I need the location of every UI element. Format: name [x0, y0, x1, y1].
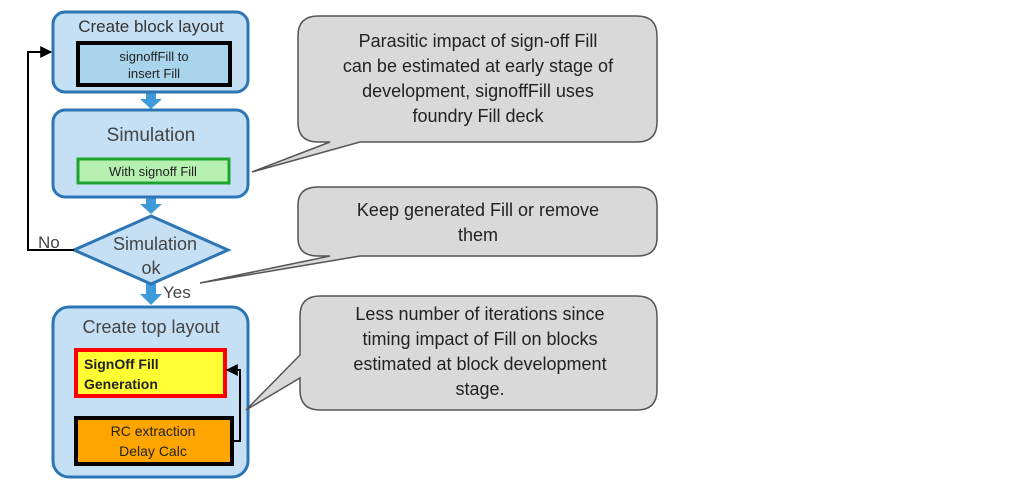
no-loop-line	[27, 46, 74, 251]
decision-line1: Simulation	[113, 234, 197, 254]
create-top-layout-box: Create top layout SignOff Fill Generatio…	[51, 305, 250, 479]
callout-parasitic: Parasitic impact of sign-off Fill can be…	[251, 15, 658, 173]
rc-extraction-line1: RC extraction	[111, 423, 196, 439]
callout-keep-line1: Keep generated Fill or remove	[357, 200, 599, 220]
simulation-title: Simulation	[107, 125, 196, 146]
callout-keep: Keep generated Fill or remove them	[199, 186, 658, 284]
callout-parasitic-line2: can be estimated at early stage of	[343, 56, 614, 76]
callout-iterations-line1: Less number of iterations since	[355, 304, 604, 324]
callout-parasitic-line3: development, signoffFill uses	[362, 81, 594, 101]
callout-parasitic-line1: Parasitic impact of sign-off Fill	[359, 31, 598, 51]
create-top-layout-title: Create top layout	[82, 317, 219, 337]
feedback-arrow	[225, 364, 241, 442]
signoff-fill-insert-line2: insert Fill	[128, 66, 180, 81]
signoff-fill-generation-box	[74, 348, 227, 398]
flow-arrow-3	[140, 283, 162, 305]
callout-parasitic-line4: foundry Fill deck	[412, 106, 544, 126]
create-block-layout-box: Create block layout signoffFill to inser…	[51, 10, 250, 94]
signoff-fill-insert-line1: signoffFill to	[119, 49, 188, 64]
rc-extraction-line2: Delay Calc	[119, 443, 187, 459]
create-block-layout-title: Create block layout	[78, 17, 224, 36]
signoff-fill-generation-line2: Generation	[84, 376, 158, 392]
signoff-fill-generation-line1: SignOff Fill	[84, 356, 159, 372]
signoff-fill-insert-box	[76, 41, 232, 87]
callout-iterations-line2: timing impact of Fill on blocks	[362, 329, 597, 349]
yes-label: Yes	[163, 283, 191, 302]
callout-keep-line2: them	[458, 225, 498, 245]
callout-iterations: Less number of iterations since timing i…	[245, 295, 658, 411]
flow-arrow-1	[140, 92, 162, 109]
decision-line2: ok	[141, 258, 161, 278]
callout-iterations-line3: estimated at block development	[353, 354, 606, 374]
simulation-box: Simulation With signoff Fill	[51, 108, 250, 199]
flow-arrow-2	[140, 197, 162, 214]
no-label: No	[38, 233, 60, 252]
with-signoff-fill-label: With signoff Fill	[109, 164, 197, 179]
callout-iterations-line4: stage.	[455, 379, 504, 399]
simulation-ok-decision: Simulation ok	[70, 214, 232, 286]
with-signoff-fill-box	[76, 157, 231, 185]
